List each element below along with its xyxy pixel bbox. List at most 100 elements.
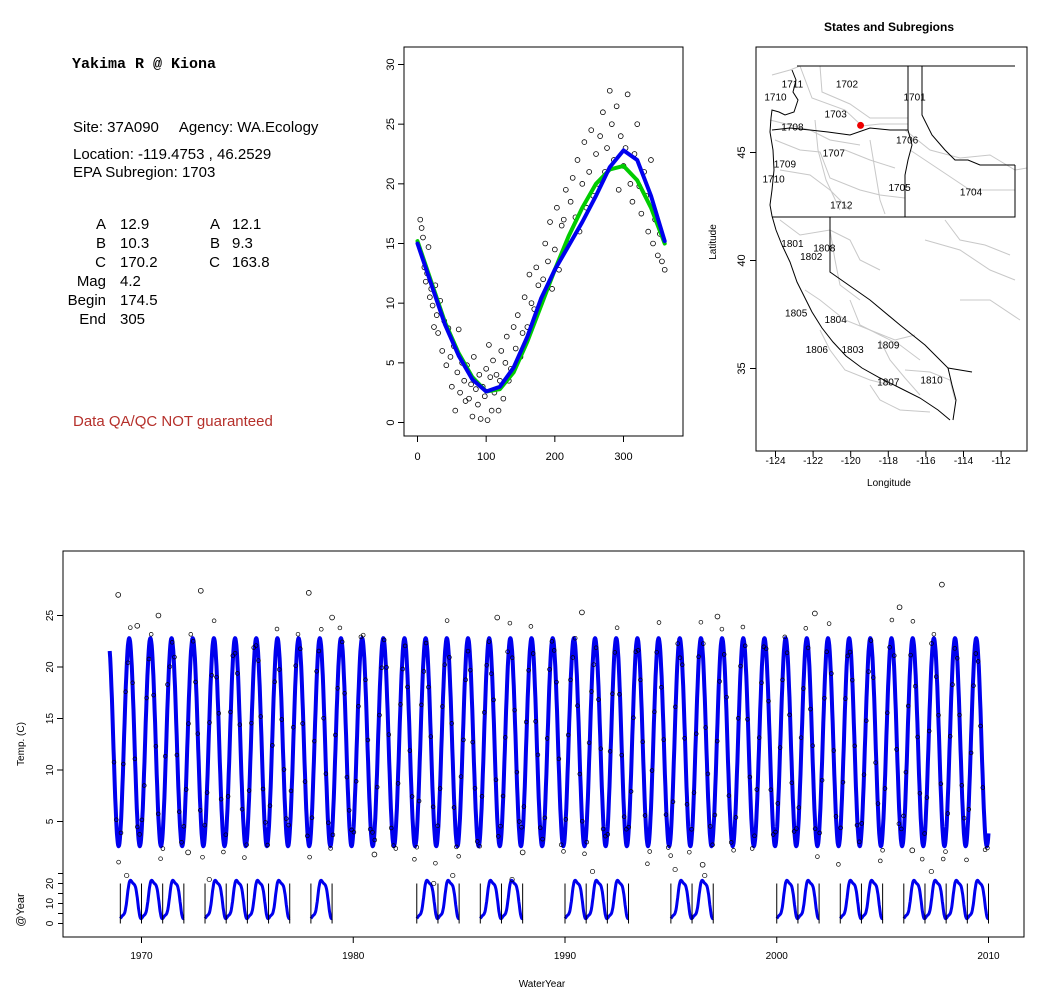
- observation-point: [407, 748, 413, 753]
- observation-point: [631, 715, 636, 721]
- observation-point: [822, 695, 827, 701]
- observation-point: [708, 824, 713, 829]
- observation-point: [493, 371, 500, 378]
- observation-point: [116, 859, 121, 865]
- subregion-label: 1807: [877, 377, 900, 388]
- observation-point: [605, 832, 611, 837]
- observation-point: [430, 804, 436, 810]
- observation-point: [267, 803, 273, 809]
- observation-point: [540, 276, 546, 283]
- observation-point: [968, 750, 974, 756]
- observation-point: [915, 734, 920, 740]
- observation-point: [207, 720, 212, 725]
- inset-y-tick-label: 10: [45, 898, 56, 910]
- observation-point: [600, 109, 606, 116]
- observation-point: [593, 645, 599, 651]
- observation-point: [838, 825, 843, 831]
- observation-point: [607, 749, 613, 754]
- coefficient-row: B 10.3 B 9.3: [60, 234, 292, 253]
- subregion-label: 1706: [896, 136, 919, 147]
- observation-point: [645, 228, 652, 235]
- observation-point: [847, 649, 853, 655]
- observation-point: [558, 842, 564, 848]
- coefficient-label: End: [79, 311, 106, 328]
- observation-point: [479, 794, 485, 799]
- observation-point: [661, 737, 666, 742]
- observation-point: [617, 133, 624, 139]
- observation-point: [477, 843, 482, 849]
- scatter-plot-frame: [403, 46, 684, 437]
- x-tick-label: 1980: [342, 951, 365, 962]
- observation-point: [926, 728, 932, 734]
- subregion-boundary: [909, 149, 1015, 191]
- observation-point: [305, 590, 312, 596]
- coefficient-row: C 170.2 C 163.8: [60, 253, 292, 272]
- observation-point: [947, 734, 953, 739]
- observation-point: [458, 774, 464, 779]
- observation-point: [936, 712, 941, 718]
- observation-point: [484, 662, 489, 668]
- y-tick-label: 15: [45, 713, 56, 725]
- coefficient-row: End 305: [60, 310, 292, 329]
- coefficient-row: A 12.9 A 12.1: [60, 215, 292, 234]
- observation-point: [489, 671, 494, 676]
- observation-point: [181, 824, 187, 829]
- observation-point: [197, 587, 204, 594]
- observation-point: [726, 793, 732, 798]
- observation-point: [549, 286, 555, 292]
- observation-point: [938, 781, 944, 787]
- subregion-boundary: [819, 329, 891, 386]
- observation-point: [638, 677, 643, 683]
- observation-point: [973, 651, 979, 656]
- timeseries-frame: [62, 550, 1025, 938]
- observation-point: [606, 87, 613, 94]
- x-tick-label: 1970: [130, 951, 153, 962]
- observation-point: [260, 786, 266, 792]
- ca-az-stub: [947, 367, 973, 373]
- observation-point: [452, 407, 459, 414]
- observation-point: [456, 854, 461, 859]
- coefficient-label2: C: [209, 254, 220, 271]
- observation-point: [329, 614, 335, 621]
- observation-point: [724, 694, 729, 700]
- observation-point: [908, 652, 913, 658]
- observation-point: [493, 777, 499, 783]
- observation-point: [130, 680, 135, 686]
- inset-y-tick-label: 0: [45, 920, 56, 926]
- subregion-label: 1809: [877, 341, 900, 352]
- observation-point: [831, 748, 836, 753]
- year-outlier-point: [431, 880, 437, 887]
- observation-point: [985, 845, 990, 851]
- observation-point: [561, 849, 566, 854]
- observation-point: [235, 671, 240, 676]
- observation-point: [333, 732, 338, 738]
- observation-point: [263, 820, 268, 825]
- observation-point: [627, 181, 634, 187]
- observation-point: [526, 668, 531, 673]
- observation-point: [791, 829, 797, 834]
- observation-point: [836, 862, 841, 867]
- observation-point: [137, 832, 142, 837]
- observation-point: [412, 857, 417, 862]
- observation-point: [398, 702, 403, 707]
- subregion-boundary: [904, 369, 956, 401]
- year-outlier-point: [928, 868, 934, 875]
- site-title: Yakima R @ Kiona: [72, 56, 217, 73]
- observation-point: [468, 381, 474, 388]
- observation-point: [377, 712, 382, 718]
- subregion-label: 1709: [774, 159, 797, 170]
- observation-point: [903, 769, 909, 775]
- observation-point: [784, 650, 790, 656]
- observation-point: [342, 691, 347, 696]
- observation-point: [698, 619, 704, 625]
- y-tick-label: 5: [385, 360, 397, 366]
- subregion-line: EPA Subregion: 1703: [73, 164, 216, 181]
- observation-point: [482, 710, 487, 715]
- observation-point: [475, 401, 481, 408]
- y-tick-label: 20: [45, 661, 56, 673]
- observation-point: [230, 653, 236, 658]
- observation-point: [512, 707, 517, 713]
- observation-point: [447, 354, 454, 360]
- observation-point: [563, 817, 569, 822]
- observation-point: [185, 849, 191, 856]
